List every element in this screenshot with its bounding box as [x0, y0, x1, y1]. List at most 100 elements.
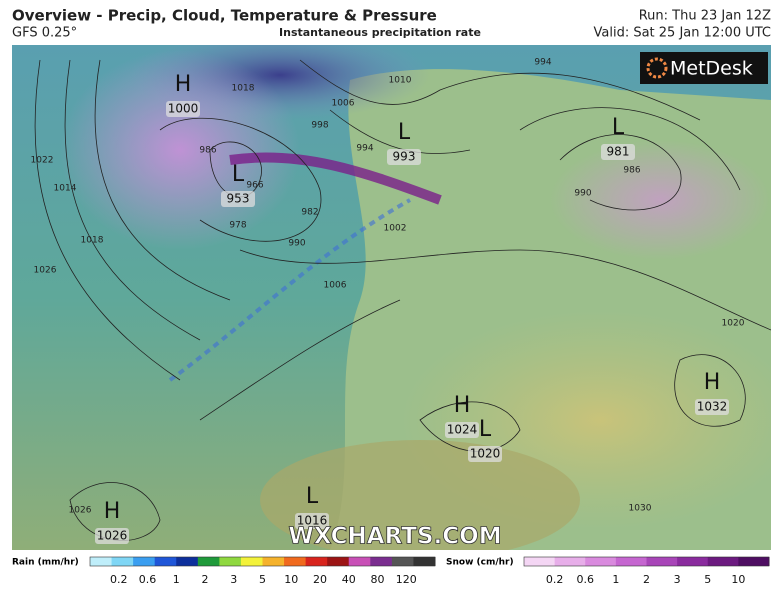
scale-frame [89, 556, 436, 567]
scale-cell [615, 557, 647, 566]
snow-legend-title: Snow (cm/hr) [446, 558, 514, 568]
scale-tick: 5 [259, 573, 266, 586]
center-value: 1032 [697, 400, 728, 414]
scale-tick: 5 [704, 573, 711, 586]
center-value-box [166, 101, 200, 117]
center-value: 1020 [470, 447, 501, 461]
center-value: 953 [227, 192, 250, 206]
isobar-labels: 1022 1014 1018 1026 1010 1006 994 998 994 1018 986… [31, 58, 745, 516]
scale-tick: 3 [230, 573, 237, 586]
isobar-label: 1026 [69, 506, 92, 516]
isobar-label: 986 [623, 166, 640, 176]
scale-cell [391, 557, 414, 566]
center-value: 981 [607, 145, 630, 159]
scale-tick: 40 [342, 573, 356, 586]
scale-tick: 0.6 [139, 573, 157, 586]
scale-cell [370, 557, 393, 566]
isobar-label: 1014 [54, 184, 77, 194]
center-value-box [221, 191, 255, 207]
scale-cell [111, 557, 134, 566]
brand-box [640, 52, 768, 84]
map [12, 45, 771, 550]
center-symbol: L [306, 484, 319, 509]
center-symbol: H [104, 499, 121, 524]
isobar-label: 994 [534, 58, 551, 68]
scale-cell [677, 557, 709, 566]
scale-cell [176, 557, 199, 566]
scale-cell [219, 557, 242, 566]
isobar-label: 998 [311, 121, 328, 131]
center-value: 993 [393, 150, 416, 164]
isobar-label: 1020 [722, 319, 745, 329]
center-symbol: L [398, 120, 411, 145]
center-value: 1026 [97, 529, 128, 543]
scale-tick: 1 [612, 573, 619, 586]
center-symbol: H [175, 72, 192, 97]
isobar-label: 1010 [389, 76, 412, 86]
isobar-label: 1006 [324, 281, 347, 291]
scale-tick: 3 [674, 573, 681, 586]
center-symbol: L [612, 115, 625, 140]
scale-cell [327, 557, 350, 566]
rain-legend-title: Rain (mm/hr) [12, 558, 79, 568]
center-symbol: L [479, 417, 492, 442]
scale-cell [154, 557, 177, 566]
center-value: 1000 [168, 102, 199, 116]
center-symbol: H [454, 393, 471, 418]
brand-logo [646, 57, 668, 79]
scale-tick: 0.2 [546, 573, 564, 586]
scale-cell [305, 557, 328, 566]
scale-cell [585, 557, 617, 566]
center-symbol: L [232, 162, 245, 187]
scale-tick: 10 [731, 573, 745, 586]
isobar-label: 986 [199, 146, 216, 156]
center-value-box [387, 149, 421, 165]
subtitle: Instantaneous precipitation rate [279, 26, 481, 39]
snow-scale: 0.2 0.6 1 2 3 5 10 [523, 556, 770, 586]
isobar-label: 994 [356, 144, 373, 154]
isobar-label: 1018 [81, 236, 104, 246]
isobar-label: 990 [288, 239, 305, 249]
run: Run: Thu 23 Jan 12Z [639, 9, 771, 24]
isobar-label: 990 [574, 189, 591, 199]
scale-cell [707, 557, 739, 566]
center-value: 1024 [447, 423, 478, 437]
scale-tick: 1 [173, 573, 180, 586]
scale-cell [284, 557, 307, 566]
scale-tick: 0.6 [577, 573, 595, 586]
center-value-box [95, 528, 129, 544]
scale-cell [90, 557, 113, 566]
isobar-label: 978 [229, 221, 246, 231]
scale-tick: 120 [396, 573, 417, 586]
scale-cell [413, 557, 436, 566]
scale-cell [133, 557, 156, 566]
scale-tick: 2 [202, 573, 209, 586]
center-value-box [601, 144, 635, 160]
scale-tick: 2 [643, 573, 650, 586]
scale-cell [554, 557, 586, 566]
isobar-label: 1006 [332, 99, 355, 109]
scale-cell [646, 557, 678, 566]
center-value-box [295, 513, 329, 529]
rain-scale: 0.2 0.6 1 2 3 5 10 20 40 80 120 [89, 556, 436, 586]
scale-cell [240, 557, 263, 566]
watermark: WXCHARTS.COM [288, 524, 501, 550]
isobar-label: 966 [246, 181, 263, 191]
isobar-label: 1030 [629, 504, 652, 514]
isobar-label: 1018 [232, 84, 255, 94]
scale-tick: 20 [313, 573, 327, 586]
scale-tick: 10 [284, 573, 298, 586]
scale-cell [524, 557, 556, 566]
model: GFS 0.25° [12, 26, 77, 41]
scale-frame [523, 556, 770, 567]
scale-cell [197, 557, 220, 566]
scale-cell [738, 557, 770, 566]
isobar-label: 982 [301, 208, 318, 218]
isobar-label: 1026 [34, 266, 57, 276]
valid: Valid: Sat 25 Jan 12:00 UTC [594, 26, 772, 41]
scale-tick: 80 [371, 573, 385, 586]
brand: MetDesk [670, 58, 753, 80]
title: Overview - Precip, Cloud, Temperature & … [12, 7, 437, 25]
